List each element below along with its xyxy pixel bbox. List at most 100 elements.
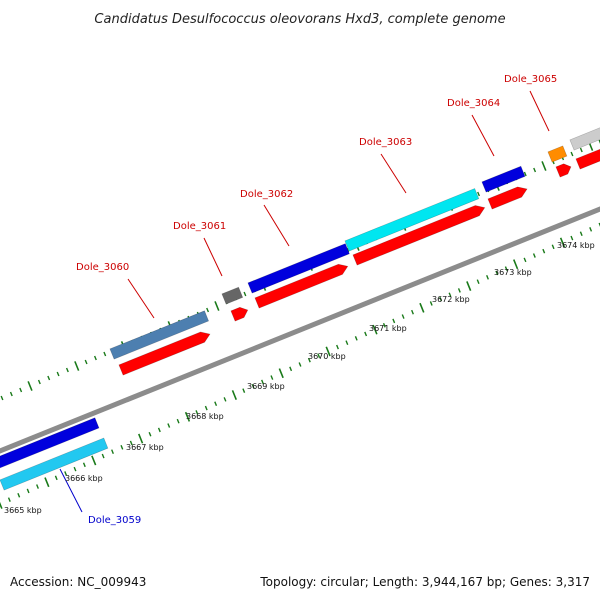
scale-label: 3674 kbp <box>557 241 595 250</box>
minor-tick <box>364 331 368 337</box>
major-tick <box>419 302 425 313</box>
major-tick <box>513 259 519 270</box>
minor-tick <box>93 355 97 361</box>
gene-feature-dole-3065 <box>547 145 568 163</box>
minor-tick <box>345 340 349 346</box>
leader-dole-3061 <box>203 237 223 277</box>
gene-feature-dole-3063 <box>344 188 480 252</box>
scale-label: 3671 kbp <box>369 324 407 333</box>
minor-tick <box>7 497 11 502</box>
minor-tick <box>392 318 396 324</box>
major-tick <box>44 477 50 488</box>
minor-tick <box>579 231 583 237</box>
minor-tick <box>486 275 489 280</box>
minor-tick <box>448 292 452 298</box>
gene-feature-dole-3061 <box>221 286 244 305</box>
scale-label: 3666 kbp <box>65 474 103 483</box>
major-tick <box>74 361 80 371</box>
minor-tick <box>307 357 311 363</box>
minor-tick <box>289 366 293 372</box>
leader-dole-3065 <box>529 90 550 132</box>
leader-dole-3063 <box>380 153 407 194</box>
minor-tick <box>223 397 227 402</box>
cds-edge <box>575 148 600 170</box>
minor-tick <box>206 307 210 313</box>
leader-dole-3059 <box>59 468 83 513</box>
minor-tick <box>589 227 593 232</box>
minor-tick <box>176 418 180 424</box>
minor-tick <box>243 291 247 297</box>
minor-tick <box>204 405 208 411</box>
leader-dole-3064 <box>471 114 495 157</box>
minor-tick <box>382 322 386 328</box>
minor-tick <box>354 336 358 341</box>
gene-tracks <box>0 127 600 491</box>
minor-tick <box>598 222 600 227</box>
gene-feature-dole-3060 <box>109 310 209 360</box>
minor-tick <box>157 427 161 433</box>
gene-feature-dole-3064 <box>481 165 526 193</box>
minor-tick <box>129 440 133 446</box>
major-tick <box>372 324 378 335</box>
gene-feature-gray <box>569 127 600 151</box>
minor-tick <box>65 367 69 373</box>
major-tick <box>466 281 472 291</box>
minor-tick <box>317 353 321 359</box>
gene-labels: Dole_3059 Dole_3060 Dole_3061 Dole_3062 … <box>76 74 557 526</box>
gene-leaders <box>59 90 550 513</box>
gene-label-dole-3060: Dole_3060 <box>76 262 129 273</box>
minor-tick <box>542 248 546 254</box>
scale-label: 3669 kbp <box>247 382 285 391</box>
major-tick <box>559 237 566 248</box>
minor-tick <box>9 391 13 397</box>
minor-tick <box>495 270 499 276</box>
leader-dole-3062 <box>263 204 290 247</box>
scale-label: 3667 kbp <box>126 443 164 452</box>
scale-labels: 3665 kbp 3666 kbp 3667 kbp 3668 kbp 3669… <box>4 241 595 515</box>
minor-tick <box>251 383 255 389</box>
scale-label: 3673 kbp <box>494 268 532 277</box>
minor-tick <box>457 288 461 293</box>
minor-tick <box>56 371 60 377</box>
minor-tick <box>401 314 405 319</box>
minor-tick <box>261 379 264 385</box>
major-tick <box>0 501 3 509</box>
major-tick <box>214 301 220 311</box>
accession-text: Accession: NC_009943 <box>10 575 146 589</box>
minor-tick <box>298 362 302 367</box>
minor-tick <box>103 351 107 357</box>
leader-dole-3060 <box>127 278 155 319</box>
minor-tick <box>73 466 77 472</box>
minor-tick <box>270 375 274 380</box>
minor-tick <box>570 151 574 157</box>
topology-text: Topology: circular; Length: 3,944,167 bp… <box>259 575 590 589</box>
cds-dole-3062 <box>254 263 349 309</box>
scale-label: 3668 kbp <box>186 412 224 421</box>
minor-tick <box>477 191 481 197</box>
major-tick <box>138 433 144 444</box>
minor-tick <box>101 453 105 459</box>
minor-tick <box>195 410 199 415</box>
gene-label-dole-3064: Dole_3064 <box>447 98 500 109</box>
minor-tick <box>37 379 41 385</box>
minor-tick <box>242 388 246 393</box>
cds-dole-3065 <box>555 163 572 178</box>
gene-label-dole-3062: Dole_3062 <box>240 189 293 200</box>
gene-label-dole-3061: Dole_3061 <box>173 221 226 232</box>
minor-tick <box>523 171 527 177</box>
minor-tick <box>533 167 537 173</box>
major-tick <box>541 161 547 171</box>
gene-feature-blue <box>0 417 100 469</box>
minor-tick <box>532 253 536 258</box>
minor-tick <box>570 235 574 241</box>
minor-tick <box>26 488 30 494</box>
minor-tick <box>17 492 21 498</box>
major-tick <box>184 411 191 422</box>
minor-tick <box>84 359 88 365</box>
gene-feature-dole-3062 <box>247 243 350 294</box>
minor-tick <box>111 449 114 454</box>
gene-label-dole-3063: Dole_3063 <box>359 137 412 148</box>
minor-tick <box>64 471 68 476</box>
minor-tick <box>0 395 4 401</box>
